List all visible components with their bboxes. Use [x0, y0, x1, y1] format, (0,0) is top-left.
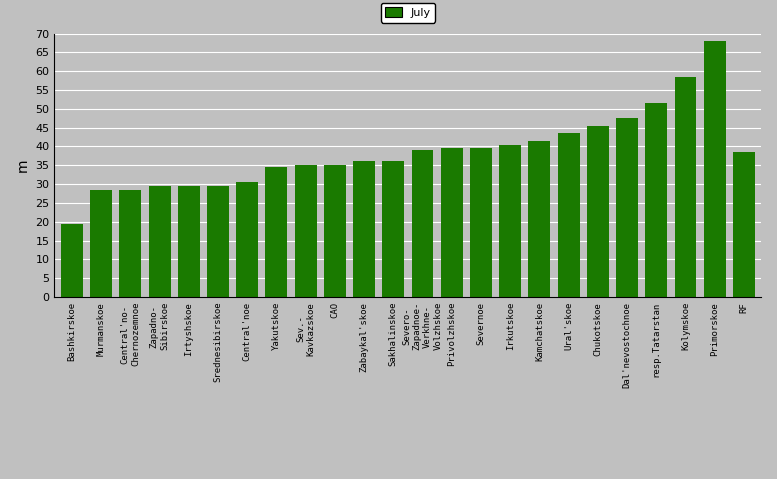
- Bar: [178, 186, 200, 297]
- Bar: [207, 186, 229, 297]
- Bar: [704, 41, 726, 297]
- Bar: [324, 165, 346, 297]
- Legend: July: July: [381, 3, 435, 23]
- Bar: [558, 133, 580, 297]
- Bar: [148, 186, 170, 297]
- Bar: [470, 148, 492, 297]
- Bar: [353, 161, 375, 297]
- Bar: [120, 190, 141, 297]
- Bar: [61, 224, 83, 297]
- Bar: [646, 103, 667, 297]
- Bar: [266, 167, 287, 297]
- Bar: [412, 150, 434, 297]
- Bar: [587, 125, 609, 297]
- Bar: [500, 145, 521, 297]
- Y-axis label: m: m: [16, 159, 30, 172]
- Bar: [528, 141, 550, 297]
- Bar: [733, 152, 755, 297]
- Bar: [382, 161, 404, 297]
- Bar: [616, 118, 638, 297]
- Bar: [674, 77, 696, 297]
- Bar: [294, 165, 316, 297]
- Bar: [441, 148, 463, 297]
- Bar: [90, 190, 112, 297]
- Bar: [236, 182, 258, 297]
